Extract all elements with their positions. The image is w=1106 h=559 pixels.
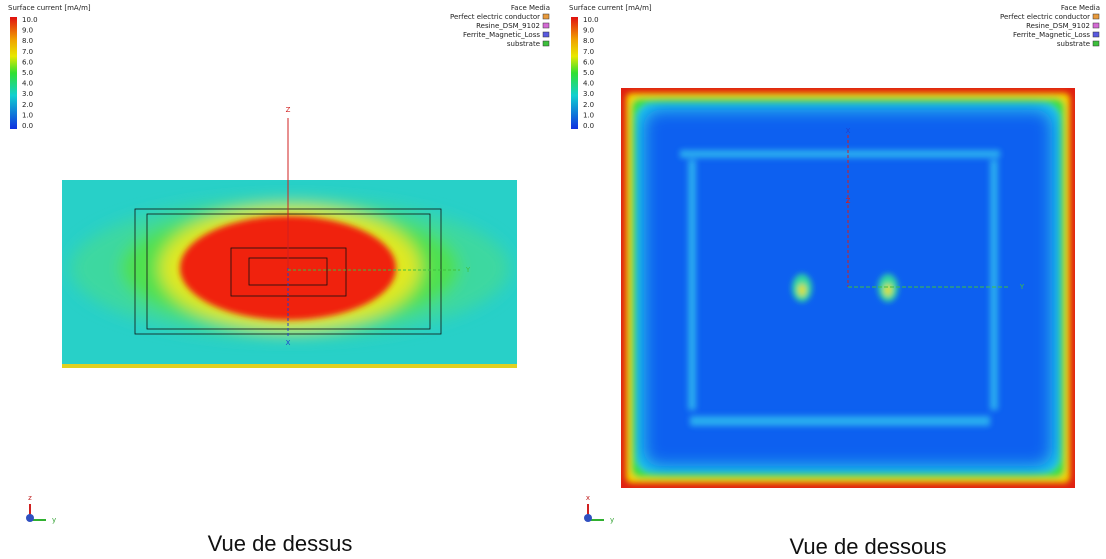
legend-label: substrate xyxy=(507,40,540,48)
heatmap-top xyxy=(62,180,517,368)
colorbar-tick: 3.0 xyxy=(22,90,33,98)
colorbar-tick: 9.0 xyxy=(22,27,33,35)
colorbar-tick: 1.0 xyxy=(22,111,33,119)
legend-swatch xyxy=(542,13,550,20)
colorbar-tick: 9.0 xyxy=(583,27,594,35)
colorbar xyxy=(571,17,578,129)
colorbar-tick: 5.0 xyxy=(22,69,33,77)
colorbar-tick: 1.0 xyxy=(583,111,594,119)
colorbar-tick: 0.0 xyxy=(22,122,33,130)
legend-swatch xyxy=(1092,31,1100,38)
legend-swatch xyxy=(542,40,550,47)
legend-title: Face Media xyxy=(511,4,550,12)
triad-label: y xyxy=(52,516,56,524)
triad-label: z xyxy=(28,494,32,502)
triad-label: y xyxy=(610,516,614,524)
colorbar-tick: 2.0 xyxy=(583,101,594,109)
colorbar-tick: 5.0 xyxy=(583,69,594,77)
legend-swatch xyxy=(1092,22,1100,29)
colorbar-tick: 7.0 xyxy=(22,48,33,56)
axis-label: X xyxy=(846,127,851,135)
colorbar-tick: 8.0 xyxy=(22,37,33,45)
colorbar-tick: 7.0 xyxy=(583,48,594,56)
triad-origin xyxy=(26,514,34,522)
caption: Vue de dessus xyxy=(208,531,353,556)
colorbar-tick: 4.0 xyxy=(22,80,33,88)
axis-label: Z xyxy=(846,197,851,205)
legend-swatch xyxy=(1092,40,1100,47)
colorbar xyxy=(10,17,17,129)
colorbar-tick: 10.0 xyxy=(22,16,38,24)
legend-label: Perfect electric conductor xyxy=(450,13,540,21)
colorbar-tick: 10.0 xyxy=(583,16,599,24)
axis-label: Y xyxy=(465,266,471,274)
triad-origin xyxy=(584,514,592,522)
colorbar-tick: 6.0 xyxy=(583,58,594,66)
legend-label: Resine_DSM_9102 xyxy=(1026,22,1090,30)
colorbar-tick: 3.0 xyxy=(583,90,594,98)
triad-label: x xyxy=(586,494,590,502)
legend-label: substrate xyxy=(1057,40,1090,48)
colorbar-tick: 6.0 xyxy=(22,58,33,66)
legend-swatch xyxy=(1092,13,1100,20)
colorbar-tick: 4.0 xyxy=(583,80,594,88)
legend-label: Ferrite_Magnetic_Loss xyxy=(1013,31,1090,39)
legend-label: Ferrite_Magnetic_Loss xyxy=(463,31,540,39)
legend-swatch xyxy=(542,31,550,38)
legend-title: Face Media xyxy=(1061,4,1100,12)
heatmap-bottom xyxy=(621,88,1075,488)
axis-label: Z xyxy=(286,106,291,114)
axis-label: X xyxy=(286,339,291,347)
legend-label: Resine_DSM_9102 xyxy=(476,22,540,30)
axes-lines xyxy=(287,118,1008,338)
axis-label: Y xyxy=(1019,283,1025,291)
legend-swatch xyxy=(542,22,550,29)
colorbar-tick: 0.0 xyxy=(583,122,594,130)
caption: Vue de dessous xyxy=(790,534,947,559)
colorbar-tick: 8.0 xyxy=(583,37,594,45)
colorbar-title: Surface current [mA/m] xyxy=(569,4,652,12)
legend-label: Perfect electric conductor xyxy=(1000,13,1090,21)
colorbar-tick: 2.0 xyxy=(22,101,33,109)
colorbar-title: Surface current [mA/m] xyxy=(8,4,91,12)
